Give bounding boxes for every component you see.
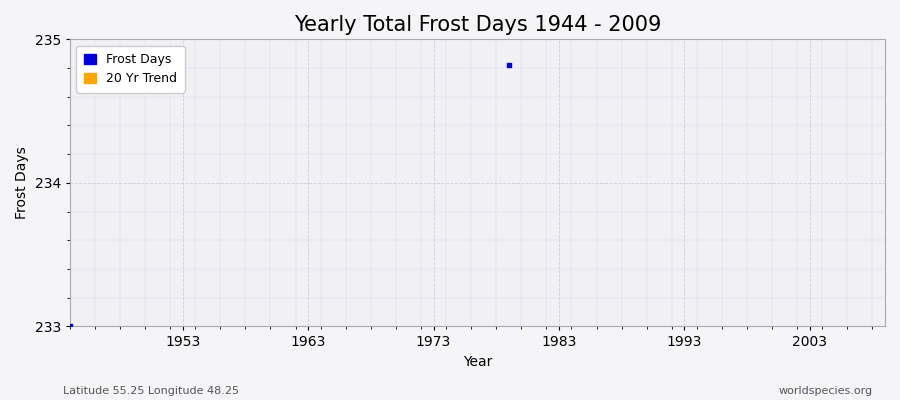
Title: Yearly Total Frost Days 1944 - 2009: Yearly Total Frost Days 1944 - 2009 — [293, 15, 662, 35]
Legend: Frost Days, 20 Yr Trend: Frost Days, 20 Yr Trend — [76, 46, 184, 93]
Point — [63, 323, 77, 330]
Point — [501, 62, 516, 68]
Y-axis label: Frost Days: Frost Days — [15, 146, 29, 219]
Text: worldspecies.org: worldspecies.org — [778, 386, 873, 396]
Text: Latitude 55.25 Longitude 48.25: Latitude 55.25 Longitude 48.25 — [63, 386, 239, 396]
X-axis label: Year: Year — [463, 355, 492, 369]
